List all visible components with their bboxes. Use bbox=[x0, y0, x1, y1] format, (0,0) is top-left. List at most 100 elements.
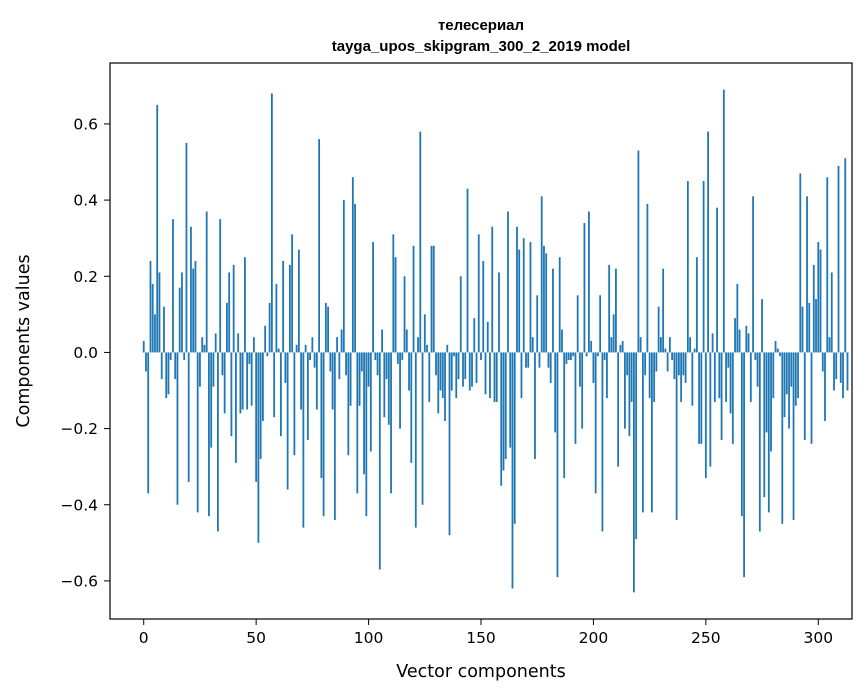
bar-33 bbox=[217, 352, 219, 532]
bar-25 bbox=[199, 352, 201, 387]
bar-78 bbox=[318, 139, 321, 353]
bar-120 bbox=[412, 245, 415, 353]
bar-226 bbox=[650, 352, 653, 513]
bar-87 bbox=[338, 352, 341, 380]
x-tick-label: 200 bbox=[579, 629, 609, 647]
bar-225 bbox=[648, 352, 651, 399]
bar-297 bbox=[810, 352, 813, 444]
bar-301 bbox=[819, 249, 822, 353]
bar-106 bbox=[381, 329, 383, 353]
bar-10 bbox=[165, 352, 168, 399]
bar-311 bbox=[842, 352, 844, 399]
bar-218 bbox=[633, 352, 635, 593]
bar-285 bbox=[783, 352, 786, 418]
y-tick-label: −0.4 bbox=[60, 496, 98, 514]
bar-216 bbox=[628, 352, 631, 437]
bar-193 bbox=[576, 295, 579, 353]
bar-196 bbox=[583, 222, 586, 353]
bar-31 bbox=[212, 352, 215, 387]
bar-131 bbox=[437, 352, 440, 414]
bar-124 bbox=[421, 352, 424, 505]
bar-82 bbox=[327, 306, 329, 353]
bar-60 bbox=[277, 348, 280, 353]
bar-138 bbox=[453, 352, 455, 357]
bar-230 bbox=[659, 337, 662, 353]
bar-125 bbox=[423, 314, 426, 353]
bar-128 bbox=[430, 245, 433, 353]
bar-194 bbox=[579, 352, 581, 387]
x-axis-ticks: 0 50 100 150 200 250 300 bbox=[139, 619, 833, 647]
bar-250 bbox=[704, 352, 707, 479]
bar-254 bbox=[713, 352, 716, 402]
y-tick-label: 0.0 bbox=[73, 344, 98, 362]
bar-223 bbox=[644, 352, 647, 376]
bar-42 bbox=[237, 333, 240, 353]
x-tick-label: 250 bbox=[691, 629, 721, 647]
bar-30 bbox=[210, 352, 213, 448]
bar-118 bbox=[408, 352, 410, 391]
y-tick-label: 0.6 bbox=[73, 115, 98, 133]
bar-220 bbox=[637, 150, 640, 353]
bar-89 bbox=[342, 200, 345, 353]
bar-150 bbox=[480, 352, 482, 361]
bar-159 bbox=[500, 352, 503, 486]
bar-201 bbox=[594, 352, 597, 494]
bar-24 bbox=[196, 352, 199, 513]
bar-175 bbox=[536, 295, 539, 353]
bar-140 bbox=[457, 352, 460, 380]
bar-246 bbox=[695, 257, 698, 353]
bar-291 bbox=[797, 352, 799, 399]
bar-18 bbox=[183, 352, 186, 361]
bar-178 bbox=[543, 245, 545, 353]
bar-171 bbox=[527, 352, 530, 368]
bar-71 bbox=[302, 352, 305, 528]
bar-304 bbox=[826, 177, 829, 353]
bar-298 bbox=[812, 264, 815, 353]
bar-12 bbox=[169, 352, 172, 361]
x-tick-label: 0 bbox=[139, 629, 149, 647]
bar-232 bbox=[664, 348, 667, 353]
bar-135 bbox=[446, 344, 449, 353]
bar-292 bbox=[799, 173, 802, 353]
bar-166 bbox=[516, 226, 518, 353]
chart-title-line2: tayga_upos_skipgram_300_2_2019 model bbox=[332, 38, 631, 55]
bar-151 bbox=[482, 261, 485, 353]
bar-63 bbox=[284, 352, 287, 383]
bar-261 bbox=[729, 352, 732, 414]
bar-309 bbox=[837, 165, 840, 353]
bar-255 bbox=[716, 207, 718, 353]
bar-134 bbox=[444, 352, 446, 421]
bar-76 bbox=[313, 352, 316, 368]
bar-144 bbox=[466, 188, 469, 353]
bar-36 bbox=[223, 352, 226, 414]
bar-174 bbox=[534, 352, 536, 460]
x-tick-label: 100 bbox=[354, 629, 384, 647]
bar-46 bbox=[246, 352, 249, 410]
bar-109 bbox=[387, 352, 390, 425]
bar-293 bbox=[801, 306, 804, 353]
bar-68 bbox=[295, 344, 298, 353]
bar-210 bbox=[615, 268, 617, 353]
bar-229 bbox=[657, 306, 660, 353]
bar-62 bbox=[282, 261, 285, 353]
bar-74 bbox=[309, 352, 312, 361]
bar-52 bbox=[259, 352, 262, 460]
bar-100 bbox=[367, 352, 370, 387]
x-tick-label: 150 bbox=[466, 629, 496, 647]
bar-183 bbox=[554, 352, 557, 433]
bar-280 bbox=[772, 352, 775, 399]
bar-35 bbox=[221, 352, 224, 376]
bar-268 bbox=[745, 325, 748, 353]
bar-202 bbox=[597, 352, 599, 357]
bar-119 bbox=[410, 352, 413, 463]
bar-5 bbox=[154, 314, 156, 353]
bar-233 bbox=[666, 352, 669, 372]
bar-222 bbox=[641, 352, 644, 513]
bar-245 bbox=[693, 348, 696, 353]
bar-2 bbox=[147, 352, 150, 494]
bar-1 bbox=[145, 352, 147, 372]
bar-15 bbox=[176, 352, 179, 505]
bar-66 bbox=[291, 234, 294, 353]
bar-283 bbox=[779, 352, 781, 357]
bar-180 bbox=[547, 352, 550, 368]
